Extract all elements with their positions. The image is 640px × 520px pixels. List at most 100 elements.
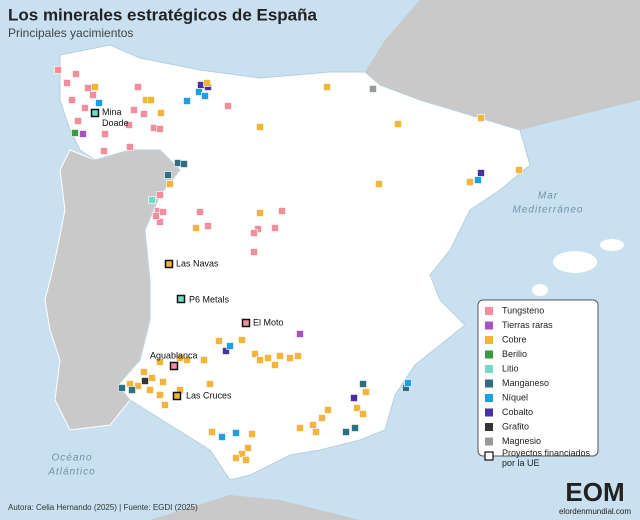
deposit-marker [71,129,79,137]
deposit-marker [222,347,230,355]
site-label: P6 Metals [189,294,230,304]
legend-swatch [485,307,493,315]
deposit-marker [176,294,186,304]
deposit-marker [164,259,174,269]
deposit-marker [74,117,82,125]
deposit-marker [256,356,264,364]
deposit-marker [183,356,191,364]
deposit-marker [342,428,350,436]
deposit-marker [394,120,402,128]
deposit-marker [166,180,174,188]
deposit-marker [353,404,361,412]
deposit-marker [278,207,286,215]
sea-label: Mar [538,191,558,202]
sea-label: Mediterráneo [513,205,584,216]
deposit-marker [54,66,62,74]
legend-swatch [485,423,493,431]
legend-label: Manganeso [502,378,549,388]
subtitle: Principales yacimientos [8,26,133,40]
deposit-marker [242,456,250,464]
deposit-marker [244,444,252,452]
deposit-marker [91,83,99,91]
legend-label: Cobre [502,334,527,344]
deposit-marker [201,92,209,100]
deposit-marker [204,222,212,230]
site-label: Mina Doade [102,107,129,128]
deposit-marker [101,130,109,138]
deposit-marker [271,361,279,369]
deposit-marker [309,421,317,429]
sea-label: Atlántico [47,467,95,478]
deposit-marker [169,361,179,371]
legend-swatch [485,321,493,330]
deposit-marker [81,104,89,112]
deposit-marker [477,114,485,122]
deposit-marker [241,318,251,328]
legend-swatch [484,451,494,461]
deposit-marker [152,212,160,220]
deposit-marker [226,342,234,350]
spain [59,44,531,481]
deposit-marker [375,180,383,188]
deposit-marker [159,208,167,216]
deposit-marker [161,401,169,409]
deposit-marker [134,83,142,91]
deposit-marker [256,209,264,217]
deposit-marker [254,225,262,233]
deposit-marker [323,83,331,91]
deposit-marker [156,191,164,199]
legend-swatch [485,408,493,417]
deposit-marker [148,374,156,382]
deposit-marker [192,224,200,232]
deposit-marker [248,430,256,438]
deposit-marker [474,176,482,184]
deposit-marker [172,391,182,401]
site-label: Aguablanca [150,350,198,360]
site-label: Las Navas [176,258,219,268]
deposit-marker [224,102,232,110]
deposit-marker [72,70,80,78]
legend-label: Tierras raras [502,320,553,330]
deposit-marker [232,429,240,437]
deposit-marker [134,382,142,390]
deposit-marker [350,394,358,402]
deposit-marker [238,450,246,458]
sea-label: Océano [51,453,92,464]
deposit-marker [84,84,92,92]
deposit-marker [100,147,108,155]
menorca [600,239,624,251]
legend-label: Proyectos financiados por la UE [502,448,591,468]
deposit-marker [159,378,167,386]
deposit-marker [251,350,259,358]
deposit-marker [264,354,272,362]
deposit-marker [147,96,155,104]
france [365,0,640,130]
deposit-marker [125,121,133,129]
deposit-marker [466,178,474,186]
deposit-marker [312,428,320,436]
deposit-marker [148,196,156,204]
legend-swatch [485,379,493,388]
website: elordenmundial.com [559,507,631,516]
deposit-marker [250,248,258,256]
legend-label-line: Proyectos financiados [502,448,591,458]
deposit-marker [203,79,211,87]
deposit-marker [156,358,164,366]
deposit-marker [141,377,149,385]
deposit-marker [232,454,240,462]
deposit-marker [68,96,76,104]
deposit-marker [208,428,216,436]
deposit-marker [296,330,304,338]
deposit-marker [218,433,226,441]
deposit-marker [477,169,485,177]
legend-swatch [485,365,493,373]
legend-label: Magnesio [502,436,541,446]
deposit-marker [140,368,148,376]
deposit-marker [156,125,164,133]
deposit-marker [146,386,154,394]
site-label-line: Doade [102,118,129,128]
mallorca [553,251,597,273]
deposit-marker [271,224,279,232]
deposit-marker [130,106,138,114]
